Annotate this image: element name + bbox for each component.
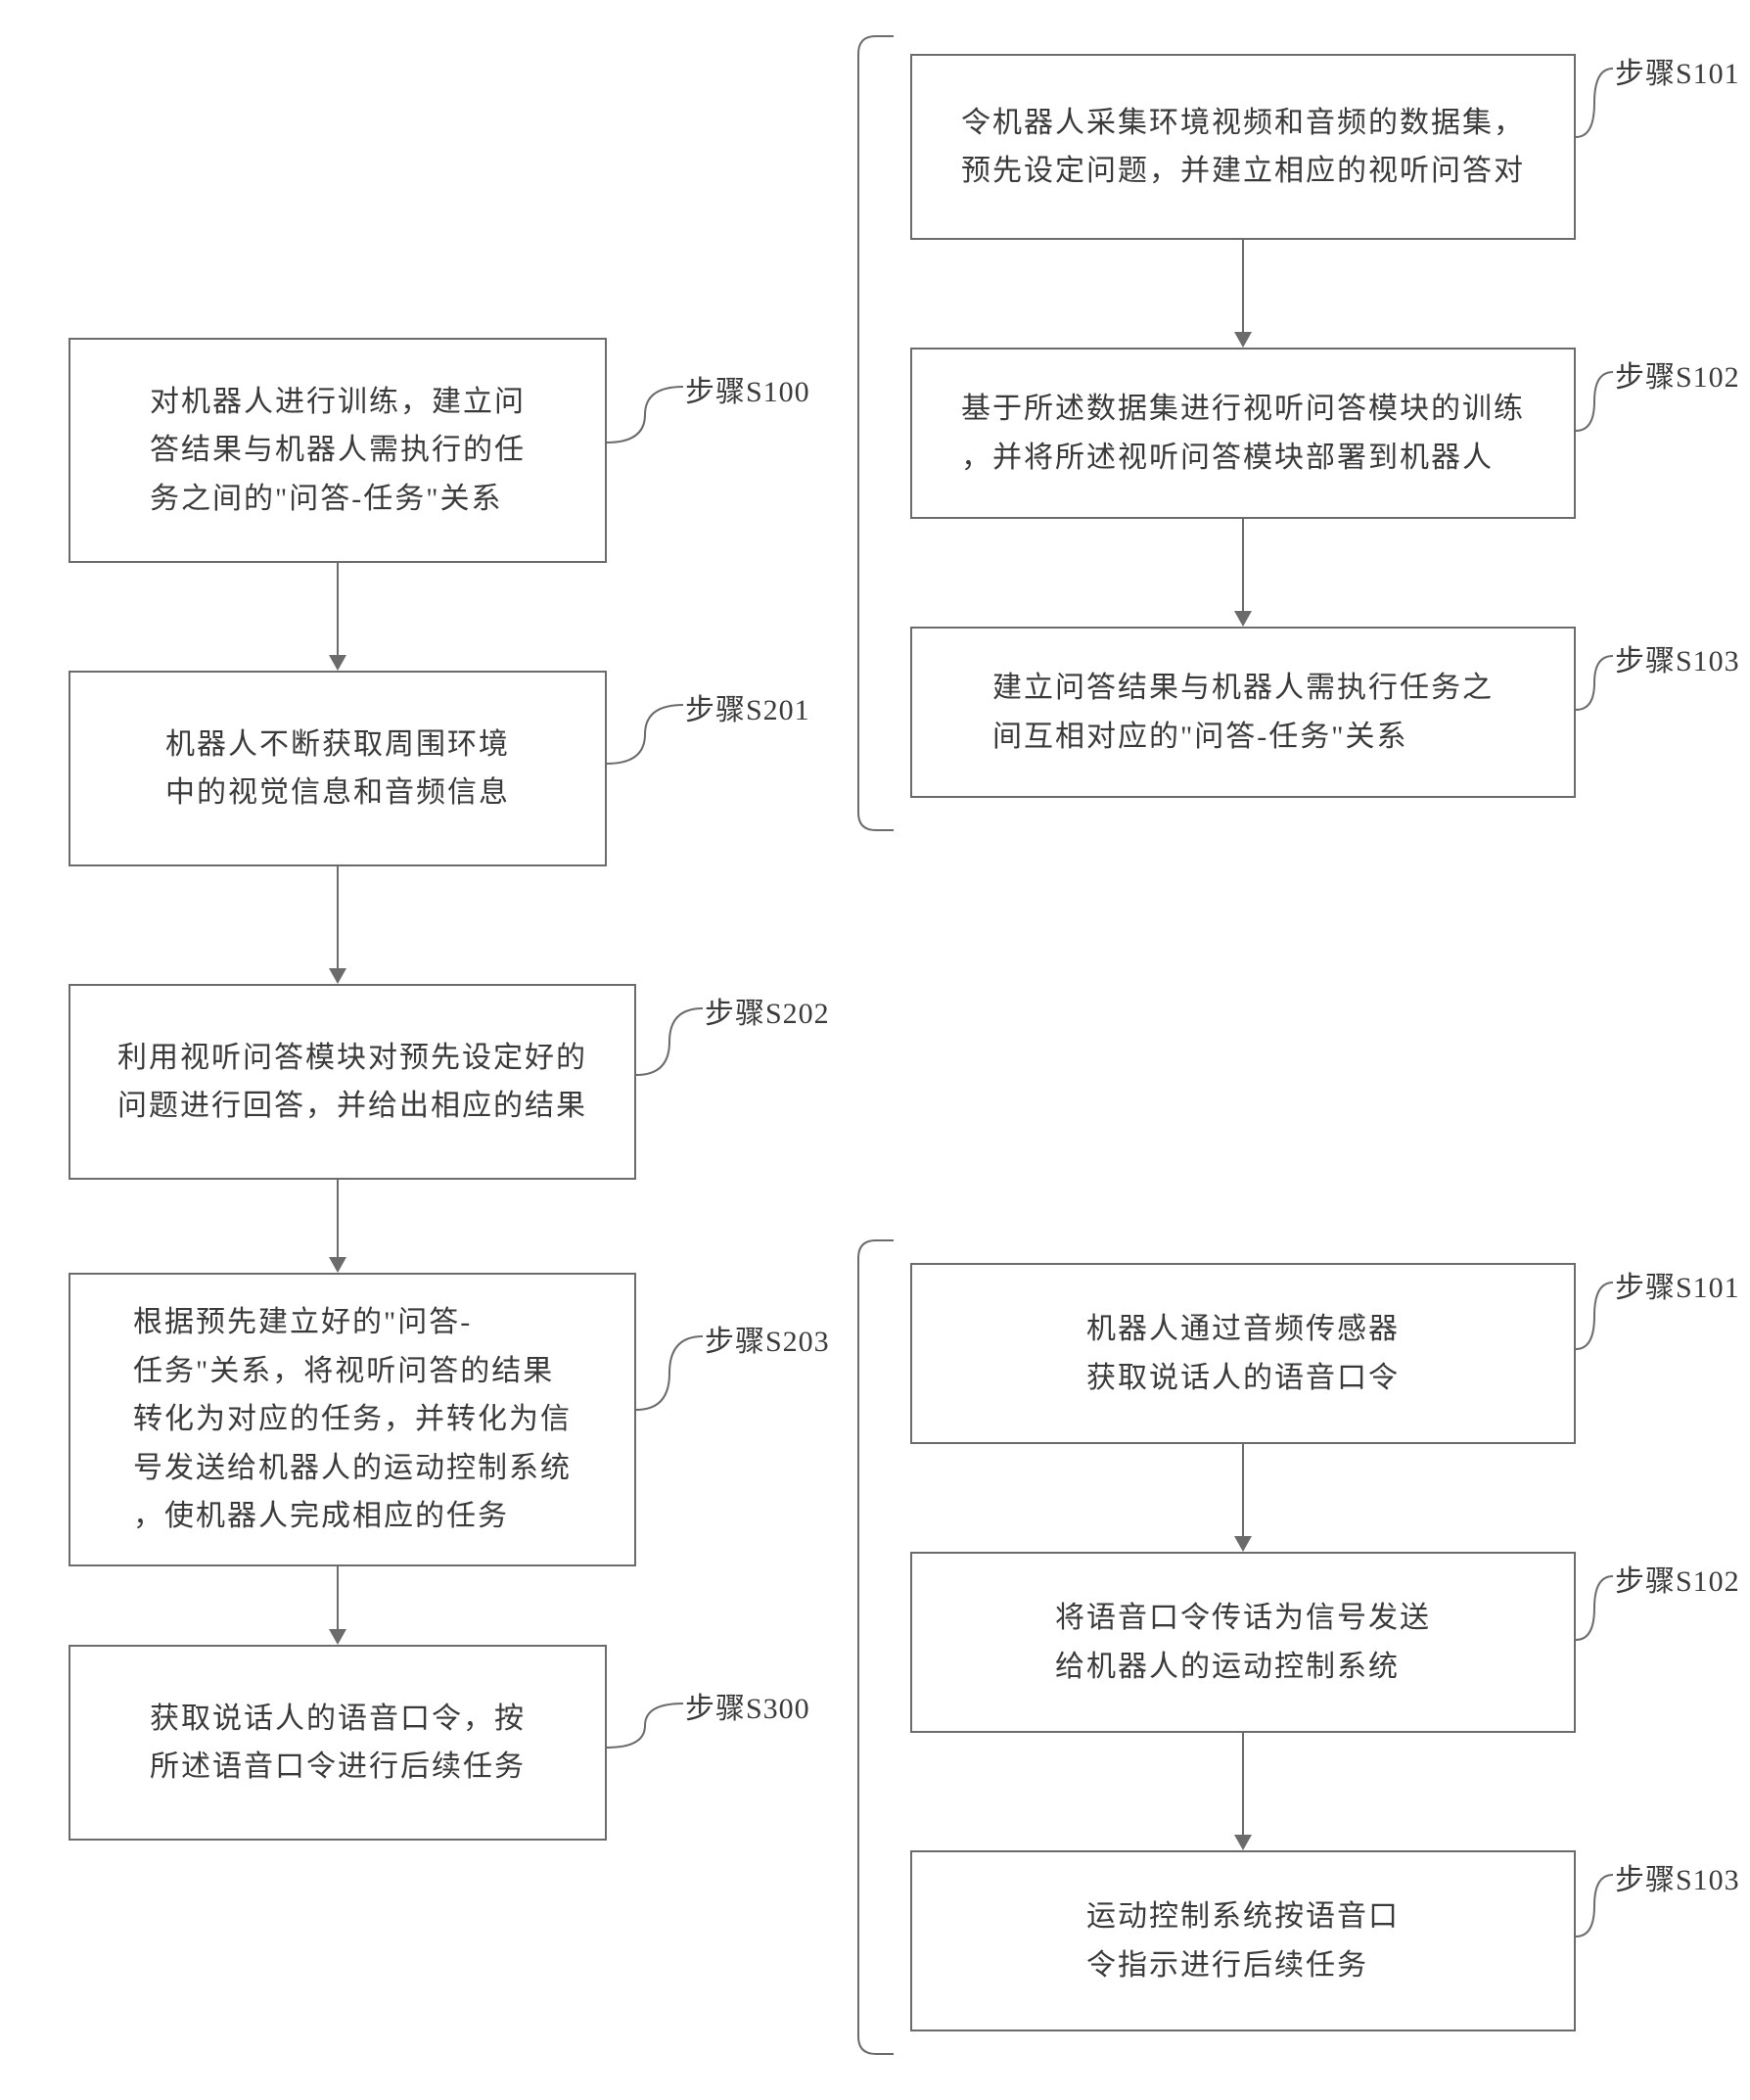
node-text: 机器人通过音频传感器 获取说话人的语音口令	[1086, 1305, 1400, 1402]
step-label-L4: 步骤S203	[705, 1317, 830, 1360]
step-label-L2: 步骤S201	[685, 685, 810, 728]
bracket-bottom	[856, 1238, 896, 2056]
step-label-RB1: 步骤S101	[1615, 1263, 1740, 1306]
step-label-L5: 步骤S300	[685, 1684, 810, 1727]
node-text: 获取说话人的语音口令，按 所述语音口令进行后续任务	[150, 1695, 526, 1792]
flowchart-node-RT2: 基于所述数据集进行视听问答模块的训练 ，并将所述视听问答模块部署到机器人	[910, 348, 1576, 519]
flowchart-node-L1: 对机器人进行训练，建立问 答结果与机器人需执行的任 务之间的"问答-任务"关系	[69, 338, 607, 563]
flowchart-node-RT1: 令机器人采集环境视频和音频的数据集， 预先设定问题，并建立相应的视听问答对	[910, 54, 1576, 240]
arrow-L1-L2	[337, 563, 339, 657]
step-label-L3: 步骤S202	[705, 989, 830, 1032]
arrow-head-icon	[1234, 611, 1252, 627]
arrow-head-icon	[329, 1629, 346, 1645]
arrow-head-icon	[1234, 1536, 1252, 1552]
node-text: 令机器人采集环境视频和音频的数据集， 预先设定问题，并建立相应的视听问答对	[961, 99, 1525, 196]
step-label-RT3: 步骤S103	[1615, 636, 1740, 679]
callout-line	[602, 1699, 688, 1752]
arrow-head-icon	[329, 655, 346, 671]
step-label-RT2: 步骤S102	[1615, 352, 1740, 396]
node-text: 利用视听问答模块对预先设定好的 问题进行回答，并给出相应的结果	[117, 1034, 587, 1131]
callout-line	[1571, 1870, 1618, 1941]
node-text: 将语音口令传话为信号发送 给机器人的运动控制系统	[1055, 1594, 1431, 1691]
arrow-L2-L3	[337, 866, 339, 970]
step-label-RB3: 步骤S103	[1615, 1855, 1740, 1898]
callout-line	[602, 382, 688, 447]
callout-line	[1571, 367, 1618, 436]
flowchart-node-RB2: 将语音口令传话为信号发送 给机器人的运动控制系统	[910, 1552, 1576, 1733]
arrow-RB2-RB3	[1242, 1733, 1244, 1837]
node-text: 基于所述数据集进行视听问答模块的训练 ，并将所述视听问答模块部署到机器人	[961, 385, 1525, 482]
callout-line	[1571, 1571, 1618, 1645]
flowchart-node-L4: 根据预先建立好的"问答- 任务"关系，将视听问答的结果 转化为对应的任务，并转化…	[69, 1273, 636, 1566]
step-label-RT1: 步骤S101	[1615, 49, 1740, 92]
flowchart-node-RB1: 机器人通过音频传感器 获取说话人的语音口令	[910, 1263, 1576, 1444]
flowchart-node-L2: 机器人不断获取周围环境 中的视觉信息和音频信息	[69, 671, 607, 866]
node-text: 运动控制系统按语音口 令指示进行后续任务	[1086, 1892, 1400, 1989]
callout-line	[602, 700, 688, 769]
node-text: 对机器人进行训练，建立问 答结果与机器人需执行的任 务之间的"问答-任务"关系	[150, 378, 526, 524]
arrow-head-icon	[1234, 332, 1252, 348]
callout-line	[1571, 64, 1618, 142]
node-text: 机器人不断获取周围环境 中的视觉信息和音频信息	[165, 721, 510, 817]
flowchart-node-RT3: 建立问答结果与机器人需执行任务之 间互相对应的"问答-任务"关系	[910, 627, 1576, 798]
flowchart-node-RB3: 运动控制系统按语音口 令指示进行后续任务	[910, 1850, 1576, 2031]
callout-line	[631, 1331, 708, 1415]
arrow-RT1-RT2	[1242, 240, 1244, 334]
step-label-L1: 步骤S100	[685, 367, 810, 410]
arrow-head-icon	[1234, 1835, 1252, 1850]
arrow-RT2-RT3	[1242, 519, 1244, 613]
callout-line	[631, 1003, 708, 1080]
callout-line	[1571, 1278, 1618, 1354]
node-text: 建立问答结果与机器人需执行任务之 间互相对应的"问答-任务"关系	[992, 664, 1494, 761]
node-text: 根据预先建立好的"问答- 任务"关系，将视听问答的结果 转化为对应的任务，并转化…	[133, 1298, 572, 1541]
flowchart-node-L3: 利用视听问答模块对预先设定好的 问题进行回答，并给出相应的结果	[69, 984, 636, 1180]
arrow-L3-L4	[337, 1180, 339, 1259]
arrow-RB1-RB2	[1242, 1444, 1244, 1538]
step-label-RB2: 步骤S102	[1615, 1557, 1740, 1600]
bracket-top	[856, 34, 896, 832]
arrow-L4-L5	[337, 1566, 339, 1631]
arrow-head-icon	[329, 968, 346, 984]
callout-line	[1571, 651, 1618, 715]
flowchart-node-L5: 获取说话人的语音口令，按 所述语音口令进行后续任务	[69, 1645, 607, 1841]
arrow-head-icon	[329, 1257, 346, 1273]
